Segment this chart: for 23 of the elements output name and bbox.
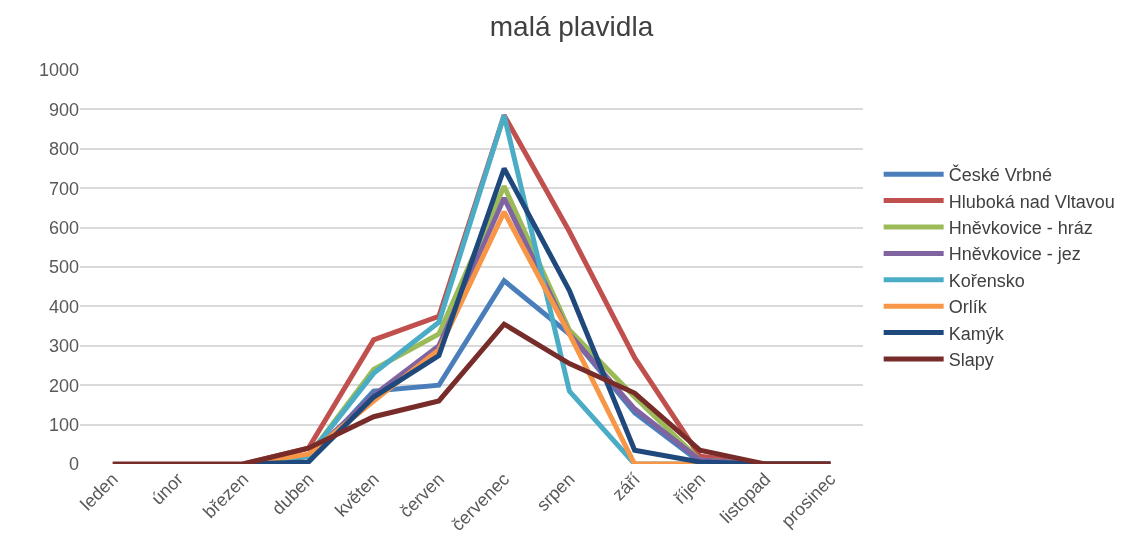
legend-label: Kamýk: [948, 323, 1005, 344]
y-tick-label: 100: [48, 414, 79, 435]
legend-label: Hněvkovice - jez: [948, 244, 1081, 265]
y-tick-label: 700: [48, 178, 79, 199]
y-tick-label: 500: [48, 257, 79, 278]
legend-label: Slapy: [948, 350, 994, 371]
x-tick-label: říjen: [670, 469, 710, 508]
y-tick-label: 600: [48, 217, 79, 238]
y-tick-label: 900: [48, 99, 79, 120]
legend-label: Hluboká nad Vltavou: [948, 191, 1115, 212]
legend-label: České Vrbné: [948, 164, 1053, 186]
y-tick-label: 400: [48, 296, 79, 317]
y-tick-label: 800: [48, 139, 79, 160]
legend-label: Hněvkovice - hráz: [948, 218, 1093, 239]
chart-title: malá plavidla: [489, 11, 654, 43]
y-tick-label: 200: [48, 375, 79, 396]
y-tick-label: 0: [68, 454, 79, 475]
x-tick-label: únor: [147, 469, 188, 509]
legend-label: Orlík: [948, 297, 988, 318]
y-tick-label: 1000: [38, 60, 79, 81]
legend-label: Kořensko: [948, 270, 1025, 291]
y-tick-label: 300: [48, 336, 79, 357]
x-tick-label: září: [608, 469, 644, 505]
